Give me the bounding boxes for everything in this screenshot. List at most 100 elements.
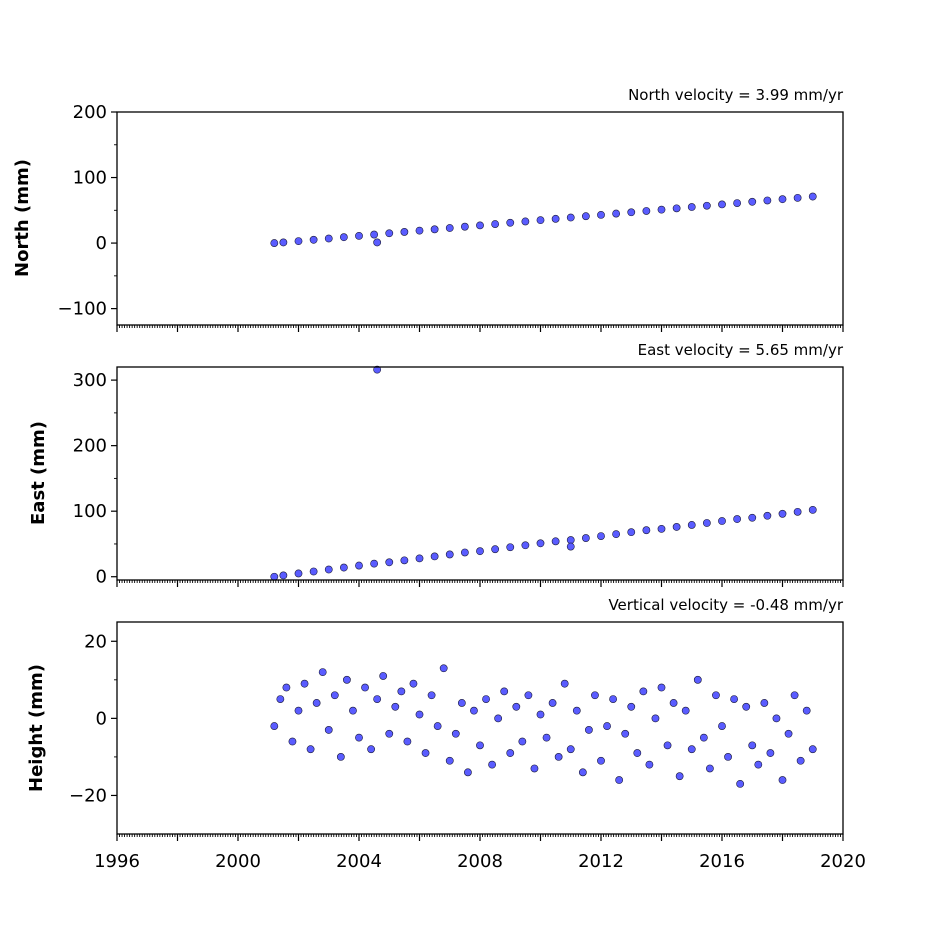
data-point (603, 722, 611, 730)
data-point (551, 537, 560, 546)
y-tick-label: 200 (73, 102, 107, 123)
data-point (778, 509, 787, 518)
data-point (342, 675, 351, 684)
data-point (675, 772, 684, 781)
data-point (763, 511, 772, 520)
data-point (793, 193, 802, 202)
east-data-points (270, 365, 817, 581)
data-point (309, 567, 318, 576)
data-point (476, 547, 484, 556)
data-point (566, 536, 575, 544)
height-y-axis-label: Height (mm) (26, 664, 47, 792)
data-point (476, 741, 484, 750)
east-velocity-title: East velocity = 5.65 mm/yr (638, 341, 844, 359)
data-point (430, 552, 439, 561)
data-point (306, 745, 315, 754)
data-point (324, 565, 333, 574)
data-point (639, 687, 648, 696)
data-point (379, 672, 388, 680)
data-point (657, 524, 666, 533)
y-tick-label: 0 (96, 708, 107, 729)
data-point (373, 365, 382, 374)
data-point (560, 679, 569, 688)
data-point (748, 513, 757, 522)
data-point (385, 229, 394, 238)
data-point (702, 201, 711, 210)
data-point (551, 214, 560, 223)
data-point (355, 733, 363, 742)
data-point (400, 228, 409, 236)
data-point (500, 687, 509, 696)
data-point (445, 224, 454, 232)
data-point (521, 217, 530, 226)
data-point (572, 706, 581, 715)
data-point (421, 749, 430, 757)
data-point (470, 706, 478, 715)
data-point (790, 691, 799, 700)
data-point (385, 729, 394, 738)
data-point (512, 702, 521, 711)
data-point (597, 532, 605, 540)
data-point (415, 710, 424, 719)
data-point (536, 216, 545, 225)
data-point (615, 776, 624, 784)
data-point (373, 238, 382, 247)
data-point (609, 695, 617, 703)
data-point (385, 558, 394, 567)
data-point (645, 760, 654, 769)
data-point (760, 699, 769, 707)
data-point (430, 225, 439, 234)
data-point (687, 521, 696, 529)
data-point (463, 768, 472, 777)
data-point (397, 687, 406, 696)
data-point (309, 235, 318, 244)
east-y-axis-label: East (mm) (28, 421, 49, 525)
north-panel: North velocity = 3.99 mm/yr North (mm) −… (12, 86, 844, 332)
data-point (270, 722, 279, 730)
data-point (706, 764, 714, 773)
data-point (554, 753, 563, 761)
y-tick-label: 0 (96, 233, 107, 254)
data-point (339, 563, 348, 572)
data-point (736, 779, 745, 788)
y-tick-label: −100 (58, 299, 107, 320)
data-point (730, 695, 738, 703)
y-tick-label: 200 (73, 436, 107, 457)
data-point (294, 569, 303, 578)
data-point (460, 548, 469, 557)
data-point (415, 554, 424, 563)
north-data-points (270, 192, 817, 247)
data-point (460, 222, 469, 231)
data-point (506, 543, 515, 552)
data-point (427, 691, 436, 700)
data-point (597, 756, 605, 765)
data-point (451, 729, 460, 738)
data-point (361, 683, 369, 692)
data-point (663, 741, 672, 750)
data-point (279, 571, 288, 580)
height-data-points (270, 664, 817, 788)
data-point (802, 706, 811, 715)
data-point (763, 196, 772, 205)
data-point (457, 699, 466, 707)
data-point (724, 753, 732, 761)
data-point (585, 726, 593, 734)
data-point (494, 714, 503, 723)
data-point (699, 733, 708, 742)
data-point (796, 756, 805, 765)
data-point (633, 749, 642, 757)
data-point (578, 768, 587, 777)
data-point (687, 203, 696, 211)
data-point (403, 737, 412, 746)
data-point (627, 702, 636, 711)
data-point (597, 210, 605, 219)
data-point (288, 737, 297, 746)
height-axis-ticks: −20 0 20 1996 2000 2004 2008 2012 2016 2020 (69, 631, 866, 872)
data-point (766, 749, 775, 757)
data-point (808, 745, 817, 754)
data-point (506, 218, 515, 227)
data-point (566, 213, 575, 222)
data-point (524, 691, 533, 700)
y-tick-label: 300 (73, 370, 107, 391)
